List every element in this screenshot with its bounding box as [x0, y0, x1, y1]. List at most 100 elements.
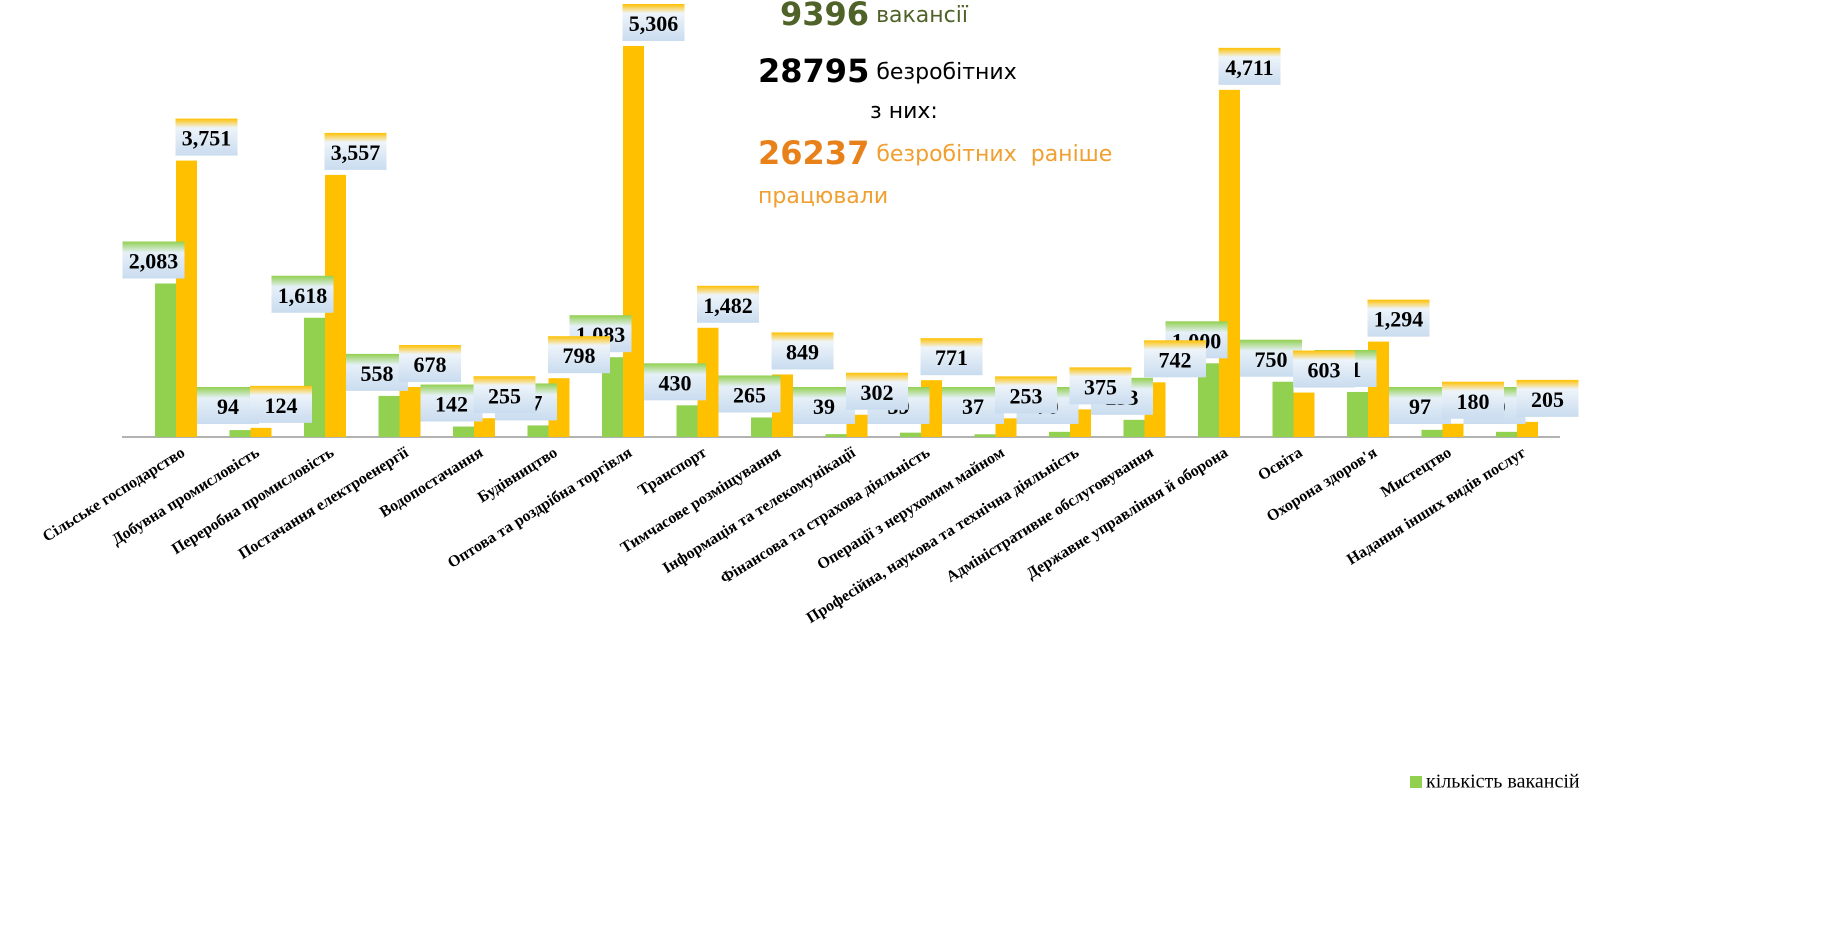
value-label-box [1516, 379, 1579, 417]
value-label: 39 [813, 394, 835, 419]
value-label: 205 [1531, 387, 1564, 412]
value-label: 375 [1084, 374, 1117, 399]
annotation-text: безробітних [876, 60, 1016, 85]
annotation-space [869, 60, 876, 85]
bar [229, 430, 251, 437]
value-label-box [1144, 340, 1206, 378]
value-label: 558 [361, 361, 394, 386]
value-label: 180 [1457, 389, 1490, 414]
bar [1219, 89, 1240, 438]
value-label: 742 [1159, 347, 1192, 372]
annotation-number: 28795 [758, 52, 869, 90]
annotation: працювали [758, 184, 888, 209]
bar [155, 283, 176, 437]
value-label: 678 [414, 352, 447, 377]
value-label: 603 [1308, 358, 1341, 383]
bar [474, 418, 495, 437]
value-label-box [697, 285, 759, 323]
x-tick-label: Освіта [1255, 444, 1305, 484]
bar [676, 405, 698, 437]
bar [176, 160, 197, 437]
bar [1347, 391, 1368, 437]
annotation: з них: [870, 99, 938, 124]
value-label: 255 [488, 383, 521, 408]
bar [602, 357, 623, 437]
bar [1496, 431, 1517, 437]
bar [697, 327, 719, 437]
value-label: 771 [935, 345, 968, 370]
bar [1123, 419, 1145, 437]
annotation-space [869, 142, 876, 167]
legend-swatch [1410, 776, 1422, 788]
annotation-number: 9396 [780, 0, 869, 33]
value-label-box [250, 385, 312, 423]
annotation: 28795 безробітних [758, 52, 1017, 90]
value-label-box [197, 387, 259, 424]
value-label: 1,482 [703, 293, 753, 318]
value-label-box [1367, 299, 1430, 337]
bar [453, 426, 474, 437]
value-label: 94 [217, 394, 239, 419]
value-label-box [1389, 387, 1451, 424]
value-label: 253 [1010, 383, 1043, 408]
legend-label: кількість вакансій [1426, 771, 1580, 793]
value-label-box [793, 387, 855, 424]
value-label: 302 [861, 380, 894, 405]
annotation-text: безробітних раніше [876, 142, 1112, 167]
value-label-box [324, 132, 387, 170]
bar [1442, 423, 1464, 437]
bar [399, 387, 421, 437]
annotation: 26237 безробітних раніше [758, 134, 1112, 172]
value-label: 5,306 [629, 11, 679, 36]
value-label-box [548, 336, 610, 374]
bar [1421, 429, 1443, 437]
value-label-box [122, 241, 185, 279]
value-label-box [1069, 367, 1132, 405]
annotation-space [869, 3, 876, 28]
value-label-box [771, 332, 834, 370]
value-label: 4,711 [1225, 55, 1273, 80]
value-label-box [346, 353, 408, 391]
bar [325, 174, 346, 437]
annotation-number: 26237 [758, 134, 869, 172]
value-label: 97 [1409, 394, 1431, 419]
bar [974, 434, 996, 437]
value-label: 1,618 [278, 283, 328, 308]
value-label: 849 [786, 339, 819, 364]
bar [1049, 431, 1070, 437]
bar [378, 395, 400, 437]
value-label: 750 [1255, 347, 1288, 372]
value-label-box [1293, 350, 1355, 388]
value-label-box [1240, 339, 1302, 377]
annotation-text: працювали [758, 184, 888, 209]
x-tick-label: Професійна, наукова та технічна діяльніс… [804, 444, 1083, 627]
value-label: 3,557 [331, 140, 381, 165]
value-label-box [920, 338, 983, 376]
value-label-box [1218, 47, 1281, 85]
value-label-box [399, 345, 461, 383]
value-label: 1,294 [1374, 307, 1424, 332]
value-label: 798 [563, 343, 596, 368]
bar [1293, 392, 1315, 437]
value-label-box [420, 384, 483, 422]
value-label-box [473, 376, 536, 414]
bar [751, 417, 772, 437]
bar [250, 427, 272, 437]
bar [1272, 381, 1294, 437]
value-label-box [644, 363, 706, 401]
bar [1198, 363, 1219, 437]
value-label: 2,083 [129, 249, 179, 274]
value-label: 3,751 [182, 126, 232, 151]
value-label-box [271, 275, 334, 313]
value-label-box [1442, 381, 1504, 419]
annotation-text: вакансії [876, 3, 969, 28]
value-label-box [846, 372, 908, 410]
value-label-box [718, 375, 781, 413]
value-label: 124 [265, 393, 298, 418]
bar [825, 434, 847, 437]
annotation: 9396 вакансії [780, 0, 969, 33]
value-label: 37 [962, 394, 984, 419]
value-label-box [175, 118, 238, 156]
value-label-box [995, 376, 1057, 414]
